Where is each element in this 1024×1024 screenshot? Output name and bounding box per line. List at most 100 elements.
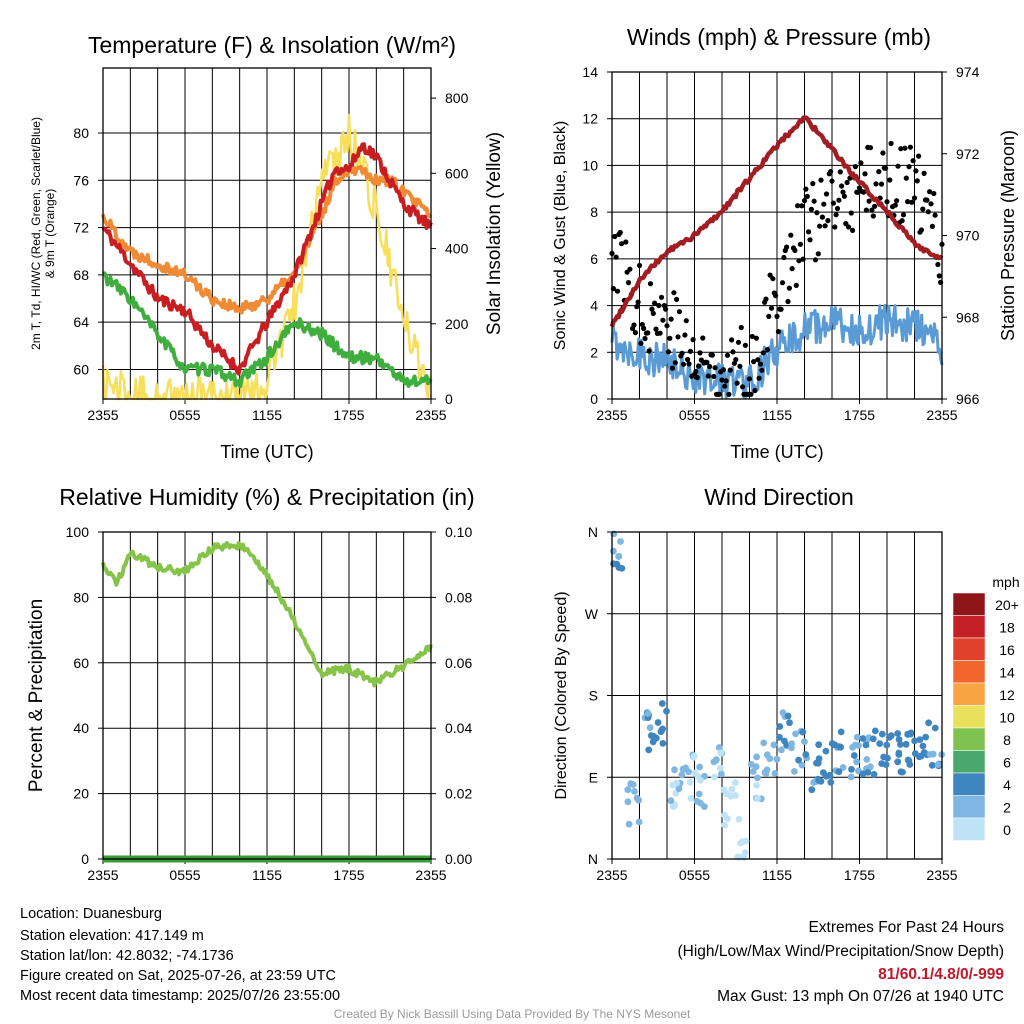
wind-gust-point bbox=[663, 306, 669, 312]
wind-gust-point bbox=[667, 335, 673, 341]
rh-xtick-label: 0555 bbox=[169, 867, 200, 883]
wind-gust-point bbox=[634, 304, 640, 310]
colorbar-label: 6 bbox=[1003, 755, 1011, 771]
wind-ytick-label: 4 bbox=[590, 298, 598, 314]
wind-gust-point bbox=[840, 189, 846, 195]
dir-point bbox=[863, 756, 871, 763]
dir-xtick-label: 2355 bbox=[926, 867, 957, 883]
dir-point bbox=[931, 724, 939, 732]
dir-point bbox=[864, 769, 872, 776]
dir-point bbox=[916, 736, 924, 743]
dir-point bbox=[718, 770, 725, 778]
wind-gust-point bbox=[665, 349, 672, 355]
wind-gust-point bbox=[729, 337, 735, 343]
wind-gust-point bbox=[641, 325, 647, 331]
dir-point bbox=[749, 768, 757, 775]
dir-point bbox=[887, 732, 895, 740]
wind-gust-point bbox=[914, 178, 920, 184]
wind-gust-point bbox=[735, 339, 742, 345]
wind-gust-point bbox=[806, 229, 812, 235]
wind-gust-point bbox=[632, 330, 639, 336]
dir-point bbox=[862, 741, 870, 749]
wind-ytick-label: 14 bbox=[582, 64, 598, 80]
recent-data-text: Most recent data timestamp: 2025/07/26 2… bbox=[20, 988, 341, 1004]
wind-gust-point bbox=[705, 373, 711, 379]
dir-point bbox=[801, 738, 808, 745]
wind-gust-point bbox=[932, 212, 938, 218]
dir-point bbox=[720, 786, 728, 794]
wind-gust-point bbox=[873, 181, 879, 187]
colorbar-swatch bbox=[952, 615, 986, 639]
colorbar-label: 16 bbox=[999, 642, 1015, 658]
wind-y2label: Station Pressure (Maroon) bbox=[998, 130, 1018, 341]
wind-gust-point bbox=[935, 261, 941, 268]
wind-gust-point bbox=[642, 335, 648, 342]
wind-gust-point bbox=[910, 158, 916, 164]
wind-gust-point bbox=[819, 214, 826, 220]
rh-y2tick-label: 0.06 bbox=[445, 655, 472, 671]
colorbar-label: 2 bbox=[1003, 800, 1011, 816]
dir-point bbox=[919, 742, 927, 750]
wind-gust-point bbox=[696, 363, 702, 369]
wind-gust-point bbox=[683, 318, 689, 324]
temp-series-yellow bbox=[101, 113, 433, 401]
wind-gust-point bbox=[613, 254, 619, 260]
dir-point bbox=[727, 792, 735, 800]
dir-point bbox=[654, 719, 662, 726]
temp-y2tick-label: 800 bbox=[445, 90, 469, 106]
temp-ytick-label: 68 bbox=[73, 267, 89, 283]
wind-title: Winds (mph) & Pressure (mb) bbox=[627, 24, 931, 50]
temp-xtick-label: 1155 bbox=[252, 407, 282, 423]
wind-gust-point bbox=[931, 190, 937, 197]
colorbar-label: 14 bbox=[999, 665, 1015, 681]
wind-gust-point bbox=[647, 281, 654, 287]
wind-gust-point bbox=[788, 232, 794, 238]
wind-gust-point bbox=[623, 239, 629, 245]
wind-gust-point bbox=[821, 201, 827, 207]
wind-xtick-label: 1755 bbox=[844, 407, 875, 423]
wind-gust-point bbox=[844, 179, 850, 186]
wind-gust-point bbox=[742, 342, 749, 348]
wind-gust-point bbox=[856, 185, 863, 191]
wind-gust-point bbox=[796, 258, 802, 264]
rh-ytick-label: 0 bbox=[81, 851, 89, 867]
dir-point bbox=[788, 740, 795, 748]
wind-xtick-label: 1155 bbox=[762, 407, 792, 423]
rh-title: Relative Humidity (%) & Precipitation (i… bbox=[59, 484, 474, 510]
wind-xtick-label: 2355 bbox=[596, 407, 627, 423]
rh-ylabel: Percent & Precipitation bbox=[26, 599, 47, 792]
wind-gust-point bbox=[697, 350, 703, 356]
temp-series-green bbox=[101, 271, 433, 389]
wind-gust-point bbox=[884, 199, 890, 205]
wind-gust-point bbox=[672, 360, 678, 366]
dir-point bbox=[778, 746, 785, 754]
dir-point bbox=[827, 778, 835, 786]
wind-gust-point bbox=[866, 198, 872, 204]
wind-gust-point bbox=[858, 160, 864, 166]
wind-gust-point bbox=[668, 316, 674, 322]
wind-ytick-label: 6 bbox=[590, 251, 598, 267]
colorbar-label: 20+ bbox=[995, 597, 1019, 613]
temp-ytick-label: 72 bbox=[73, 220, 89, 236]
wind-gust-point bbox=[880, 150, 886, 156]
wind-gust-point bbox=[690, 337, 696, 343]
wind-gust-point bbox=[907, 144, 914, 150]
wind-gust-point bbox=[832, 224, 838, 230]
dir-xtick-label: 1155 bbox=[762, 867, 792, 883]
wind-gust-point bbox=[900, 212, 907, 218]
wind-gust-point bbox=[649, 306, 655, 312]
wind-gust-point bbox=[639, 321, 645, 328]
wind-gust-point bbox=[660, 317, 666, 323]
dir-point bbox=[663, 707, 670, 715]
dir-point bbox=[837, 728, 845, 736]
wind-gust-point bbox=[680, 361, 687, 367]
wind-gust-point bbox=[855, 189, 861, 195]
dir-point bbox=[928, 761, 936, 769]
wind-gust-point bbox=[674, 296, 680, 302]
wind-gust-point bbox=[784, 244, 790, 250]
wind-gust-point bbox=[867, 145, 874, 151]
wind-ytick-label: 10 bbox=[582, 157, 598, 173]
dir-point bbox=[815, 755, 823, 763]
wind-gust-point bbox=[869, 207, 875, 213]
temp-frame bbox=[102, 67, 432, 400]
